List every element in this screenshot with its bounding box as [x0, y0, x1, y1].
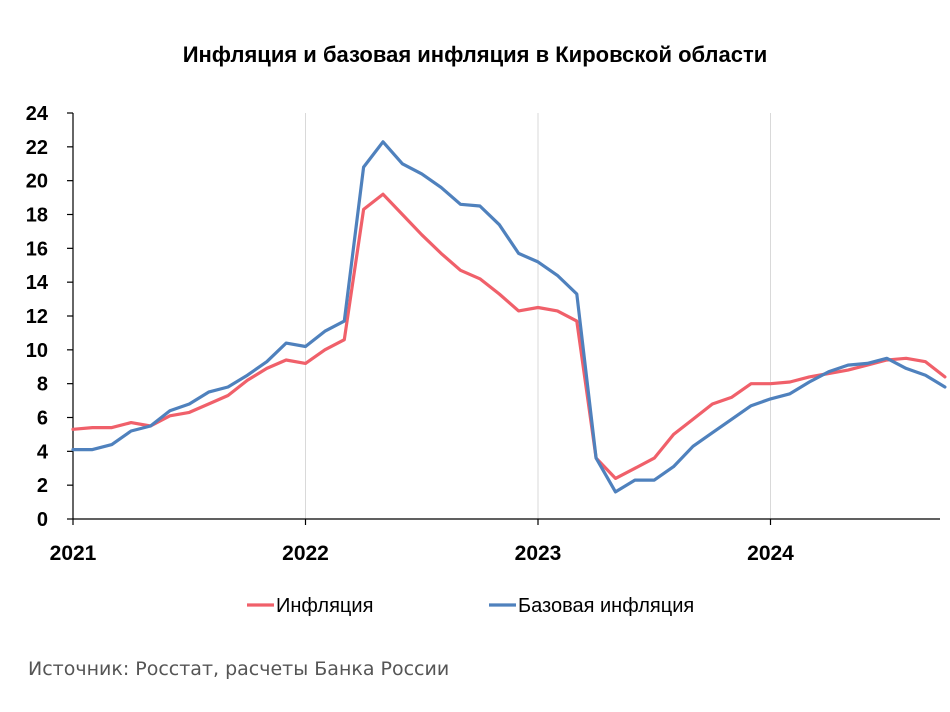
x-tick-label: 2021	[50, 542, 97, 565]
y-tick-label: 0	[37, 509, 48, 531]
x-tick-label: 2022	[282, 542, 329, 565]
grid-layer	[305, 113, 771, 519]
axis-layer	[67, 112, 940, 525]
y-tick-label: 20	[26, 171, 48, 193]
x-tick-label: 2023	[515, 542, 562, 565]
y-tick-label: 10	[26, 340, 48, 362]
y-tick-label: 8	[37, 374, 48, 396]
chart-title: Инфляция и базовая инфляция в Кировской …	[182, 42, 768, 67]
legend: Инфляция Базовая инфляция	[247, 595, 694, 617]
y-tick-label: 14	[26, 272, 49, 294]
series-line-inflation	[71, 192, 947, 480]
y-tick-label: 16	[26, 238, 48, 260]
series-layer	[71, 140, 947, 494]
source-note: Источник: Росстат, расчеты Банка России	[28, 658, 450, 680]
y-tick-label: 2	[37, 475, 48, 497]
series-line-core-inflation	[71, 140, 947, 494]
legend-label-core-inflation: Базовая инфляция	[518, 595, 694, 617]
legend-label-inflation: Инфляция	[276, 595, 373, 617]
y-tick-label: 22	[26, 137, 48, 159]
y-tick-label: 24	[26, 103, 49, 125]
y-tick-label: 6	[37, 408, 48, 430]
x-tick-label: 2024	[747, 542, 794, 565]
y-tick-label: 12	[26, 306, 48, 328]
y-tick-label: 18	[26, 205, 48, 227]
y-tick-label: 4	[37, 441, 49, 463]
